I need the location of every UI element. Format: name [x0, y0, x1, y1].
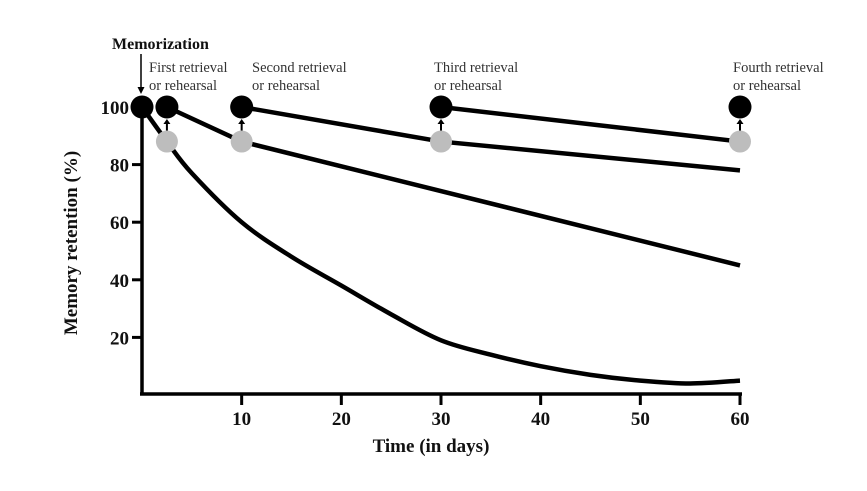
annotation-retrieval-label: Second retrieval: [252, 60, 347, 76]
x-tick-label: 40: [531, 409, 550, 430]
annotation-retrieval-label: or rehearsal: [149, 78, 217, 94]
y-tick-label: 40: [110, 271, 129, 292]
y-axis-title: Memory retention (%): [61, 151, 82, 335]
y-tick-label: 80: [110, 156, 129, 177]
recalled-retention-point: [230, 95, 254, 119]
decayed-retention-point: [155, 130, 178, 153]
annotation-retrieval-label: Third retrieval: [434, 60, 518, 76]
x-axis-title: Time (in days): [373, 436, 490, 457]
y-tick-label: 100: [101, 98, 130, 119]
annotation-retrieval-label: or rehearsal: [434, 78, 502, 94]
recalled-retention-point: [130, 95, 154, 119]
x-tick-label: 10: [232, 409, 251, 430]
review-markers: [130, 95, 752, 153]
x-tick-label: 50: [631, 409, 650, 430]
annotation-retrieval-label: Fourth retrieval: [733, 60, 824, 76]
annotation-retrieval-label: or rehearsal: [733, 78, 801, 94]
decayed-retention-point: [430, 130, 452, 153]
x-tick-label: 20: [332, 409, 351, 430]
arrow-down-icon: [137, 87, 145, 94]
series-line-4: [440, 104, 741, 144]
recalled-retention-point: [155, 95, 179, 119]
decayed-retention-point: [230, 130, 253, 153]
arrow-head-icon: [437, 119, 445, 124]
annotation-retrieval-label: or rehearsal: [252, 78, 320, 94]
annotation-memorization: Memorization: [112, 36, 209, 53]
recalled-retention-point: [429, 95, 453, 119]
x-tick-label: 60: [731, 409, 750, 430]
arrow-head-icon: [163, 119, 171, 124]
x-tick-label: 30: [432, 409, 451, 430]
annotations: Memorization First retrieval or rehearsal S…: [112, 36, 824, 94]
decayed-retention-point: [729, 130, 751, 153]
x-ticks: 10 20 30 40 50 60: [232, 394, 750, 430]
arrow-head-icon: [238, 119, 246, 124]
y-ticks: 20 40 60 80 100: [101, 98, 142, 349]
y-tick-label: 60: [110, 213, 129, 234]
series-line-1: [140, 105, 741, 386]
annotation-retrieval-label: First retrieval: [149, 60, 228, 76]
recalled-retention-point: [728, 95, 752, 119]
y-tick-label: 20: [110, 328, 129, 349]
arrow-head-icon: [736, 119, 744, 124]
